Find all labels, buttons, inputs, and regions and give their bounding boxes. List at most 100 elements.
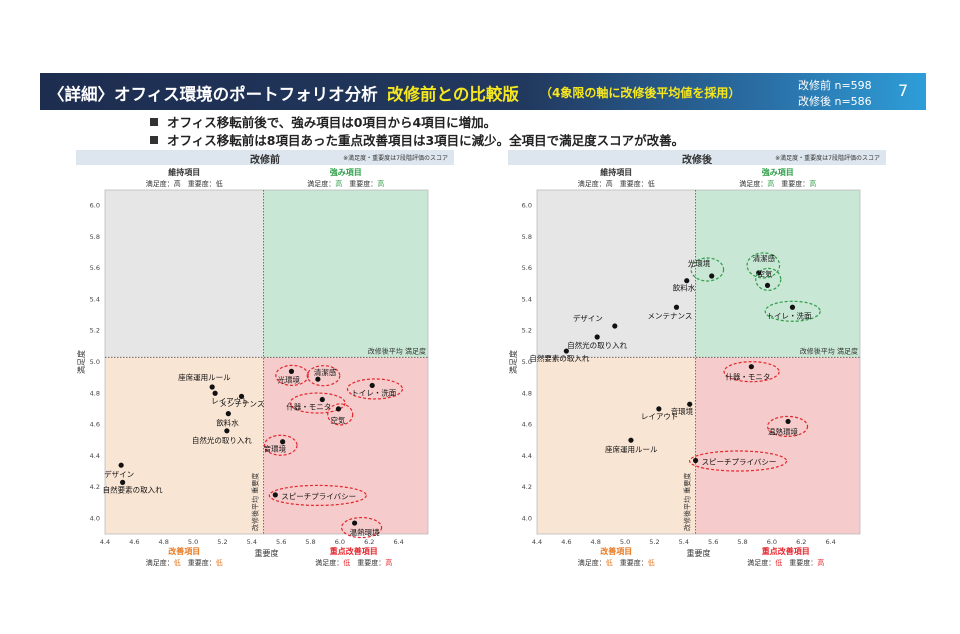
scatter-point [748,364,754,370]
x-tick-label: 5.2 [217,538,227,546]
quadrant-priority-criteria: 満足度：低 重要度：高 [315,558,392,567]
point-label: レイアウト [641,412,679,421]
quadrant-maintain-title: 維持項目 [600,167,632,177]
point-label: 自然光の取り入れ [192,435,252,445]
quadrant-improve-criteria: 満足度：低 重要度：低 [578,558,655,567]
point-label: 光環境 [277,374,300,384]
quadrant-strength-title: 強み項目 [762,167,794,177]
y-tick-label: 4.4 [90,452,100,460]
y-tick-label: 5.0 [522,358,532,366]
highlight-circle [263,434,298,456]
point-label: 自然光の取り入れ [567,340,627,350]
highlight-circle [688,450,788,472]
y-tick-label: 5.0 [90,358,100,366]
bullet-square-icon [150,136,158,144]
scatter-point [288,368,295,374]
x-axis-label: 重要度 [687,548,711,558]
x-tick-label: 4.4 [532,538,542,546]
x-tick-label: 4.8 [591,538,601,546]
mean-satisfaction-label: 改修後平均 満足度 [368,346,426,355]
highlight-circle [746,252,781,279]
point-label: メンテナンス [220,399,265,408]
point-label: スピーチプライバシー [702,458,777,467]
scatter-point [209,384,215,390]
point-label: 清潔感 [314,367,337,377]
y-tick-label: 6.0 [90,202,100,210]
mean-importance-label: 改修後平均 重要度 [251,473,260,531]
point-label: 座席運用ルール [178,372,231,382]
x-tick-label: 5.0 [620,538,630,546]
point-label: デザイン [573,313,603,323]
scatter-point [789,304,796,310]
point-label: 温熱環境 [768,426,798,436]
point-label: 座席運用ルール [605,444,658,454]
quadrant-maintain [105,190,264,358]
quadrant-maintain-criteria: 満足度：高 重要度：低 [578,179,655,188]
highlight-circle [340,516,383,539]
highlight-circle [766,415,809,438]
scatter-point [335,406,342,412]
scatter-point [673,304,680,310]
point-label: レイアウト [211,396,249,405]
highlight-circle [723,361,780,383]
plot-frame [536,189,861,535]
scatter-point [272,492,278,498]
point-label: 自然要素の取入れ [103,484,163,494]
y-tick-label: 5.4 [522,295,532,303]
scatter-point [594,334,600,340]
point-label: 什器・モニタ [286,402,331,412]
y-tick-label: 5.6 [90,264,100,272]
quadrant-strength-criteria: 満足度：高 重要度：高 [307,179,384,188]
scatter-point [118,462,124,468]
point-label: スピーチプライバシー [281,492,356,501]
slide-title-note: （4象限の軸に改修後平均値を採用） [540,86,741,100]
highlight-circle [268,484,367,507]
x-tick-label: 5.8 [737,538,747,546]
y-tick-label: 4.6 [522,421,532,429]
bullet-square-icon [150,118,158,126]
y-axis-label: 満足度 [508,350,518,374]
scatter-point [764,282,771,288]
x-tick-label: 5.6 [708,538,718,546]
y-tick-label: 4.8 [522,389,532,397]
panel-title-bar: 改修前 ※満足度・重要度は7段階評価のスコア [76,150,454,166]
x-tick-label: 5.8 [305,538,315,546]
point-label: 飲料水 [673,283,696,293]
point-label: 自然要素の取入れ [529,353,589,363]
point-label: 音環境 [671,406,694,416]
chart-panel-after: 改修後 ※満足度・重要度は7段階評価のスコア 改修後平均 満足度 改修後平均 重要… [508,150,886,572]
slide-title: 〈詳細〉オフィス環境のポートフォリオ分析 [48,85,378,104]
chart-footnote: ※満足度・重要度は7段階評価のスコア [775,155,880,162]
mean-importance-label: 改修後平均 重要度 [683,473,692,531]
y-tick-label: 5.4 [90,295,100,303]
chart-panel-before: 改修前 ※満足度・重要度は7段階評価のスコア 改修後平均 満足度改修後平均 重要… [76,150,454,572]
bullet-item: オフィス移転前は8項目あった重点改善項目は3項目に減少。全項目で満足度スコアが改… [150,130,684,149]
scatter-point [785,418,791,425]
scatter-point [238,393,245,399]
quadrant-priority-title: 重点改善項目 [762,546,810,556]
highlight-circle [289,392,346,414]
y-tick-label: 4.6 [90,421,100,429]
y-tick-label: 5.2 [90,327,100,335]
scatter-point [319,396,325,403]
scatter-point [315,376,321,382]
sample-size-after: 改修後 n=586 [798,95,872,108]
y-tick-label: 5.8 [522,233,532,241]
x-tick-label: 6.4 [393,538,403,546]
scatter-point [684,278,690,284]
panel-title-bar: 改修後 ※満足度・重要度は7段階評価のスコア [508,150,886,166]
scatter-point [369,382,375,389]
x-tick-label: 6.0 [767,538,777,546]
point-label: 飲料水 [216,418,239,428]
point-label: トイレ・洗面 [351,387,396,397]
quadrant-maintain [537,190,696,358]
point-label: 空気 [758,268,774,278]
x-tick-label: 5.2 [649,538,659,546]
x-tick-label: 6.4 [825,538,835,546]
bullet-text: オフィス移転前は8項目あった重点改善項目は3項目に減少。全項目で満足度スコアが改… [167,133,685,148]
x-tick-label: 5.4 [247,538,257,546]
quadrant-improve-title: 改善項目 [600,546,632,556]
quadrant-priority-criteria: 満足度：低 重要度：高 [747,558,824,567]
x-tick-label: 4.8 [159,538,169,546]
